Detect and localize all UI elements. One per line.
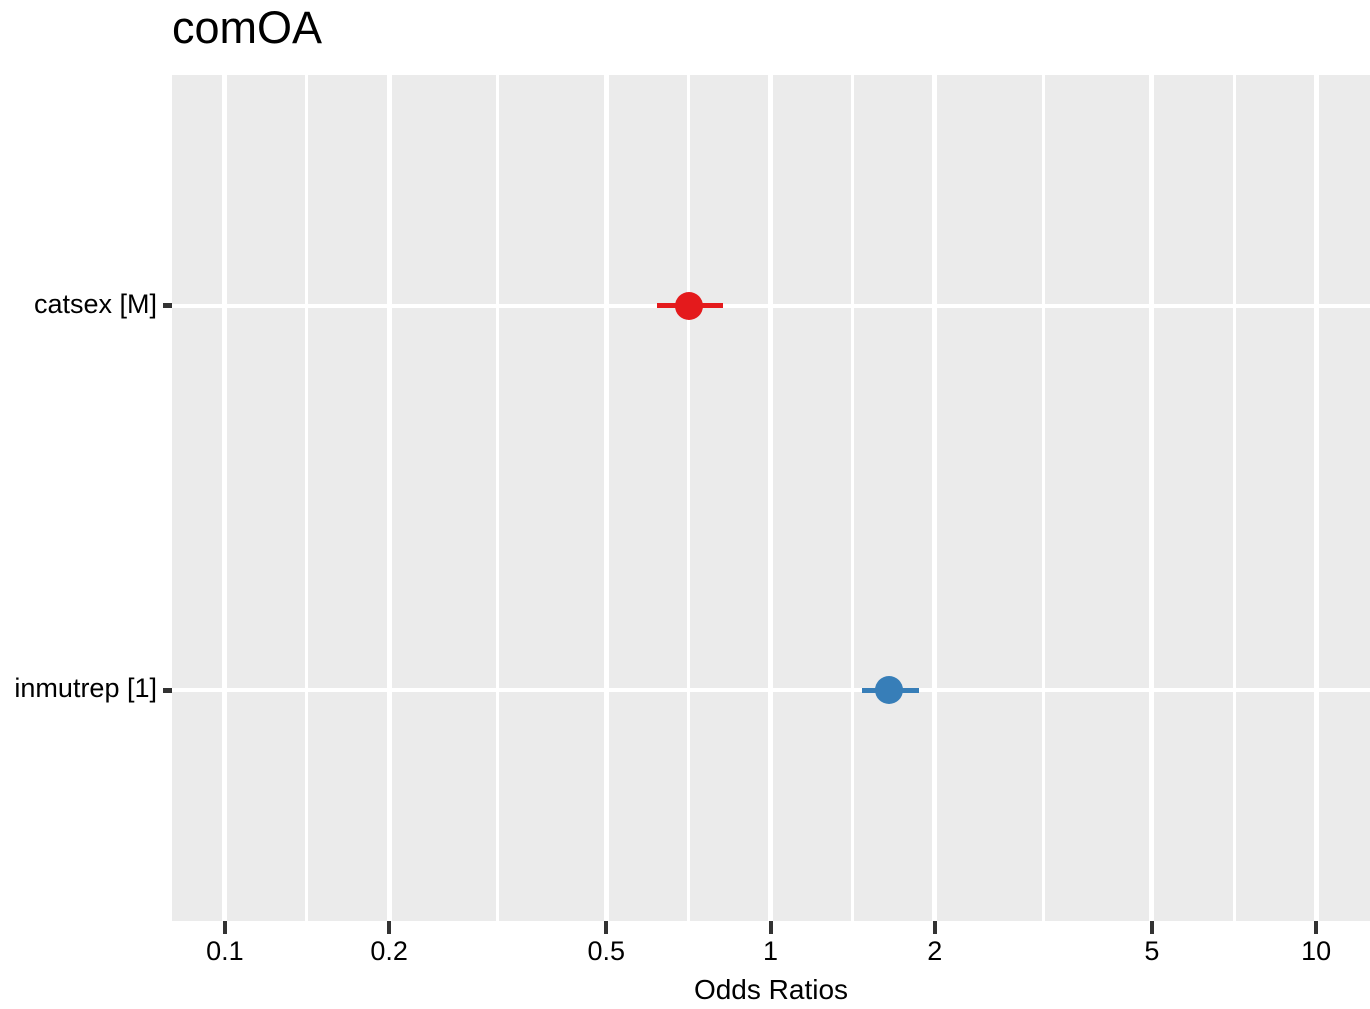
y-axis-label: catsex [M] [33,288,157,319]
x-tick-label: 0.5 [587,936,626,966]
x-gridline-major [1149,75,1155,921]
x-axis-tick [604,921,609,934]
x-tick-label: 2 [927,936,943,966]
x-axis-tick [387,921,392,934]
x-gridline-major [603,75,609,921]
odds-ratio-point [675,291,704,320]
x-tick-label: 0.2 [370,936,408,966]
x-gridline-major [768,75,774,921]
x-gridline-major [386,75,392,921]
x-gridline-minor [686,75,690,921]
x-tick-label: 0.1 [206,936,244,966]
plot-title: comOA [172,2,323,53]
x-gridline-minor [305,75,309,921]
x-gridline-minor [496,75,500,921]
x-gridline-major [1313,75,1319,921]
x-gridline-major [222,75,228,921]
x-axis-title: Odds Ratios [693,974,849,1005]
x-axis-tick [1314,921,1319,934]
x-tick-label: 10 [1301,936,1332,966]
x-gridline-minor [1041,75,1045,921]
x-gridline-minor [851,75,855,921]
x-axis-tick [1149,921,1154,934]
x-axis-tick [222,921,227,934]
x-axis-tick [932,921,937,934]
x-axis-tick [768,921,773,934]
plot-panel [172,75,1370,921]
odds-ratio-point [875,676,904,705]
y-axis-label: inmutrep [1] [14,673,157,704]
y-gridline-major [172,688,1370,693]
x-gridline-minor [1232,75,1236,921]
x-tick-label: 1 [763,936,779,966]
y-axis-tick [163,687,172,693]
x-tick-label: 5 [1144,936,1160,966]
x-gridline-major [932,75,938,921]
y-gridline-major [172,303,1370,308]
y-axis-tick [163,303,172,309]
